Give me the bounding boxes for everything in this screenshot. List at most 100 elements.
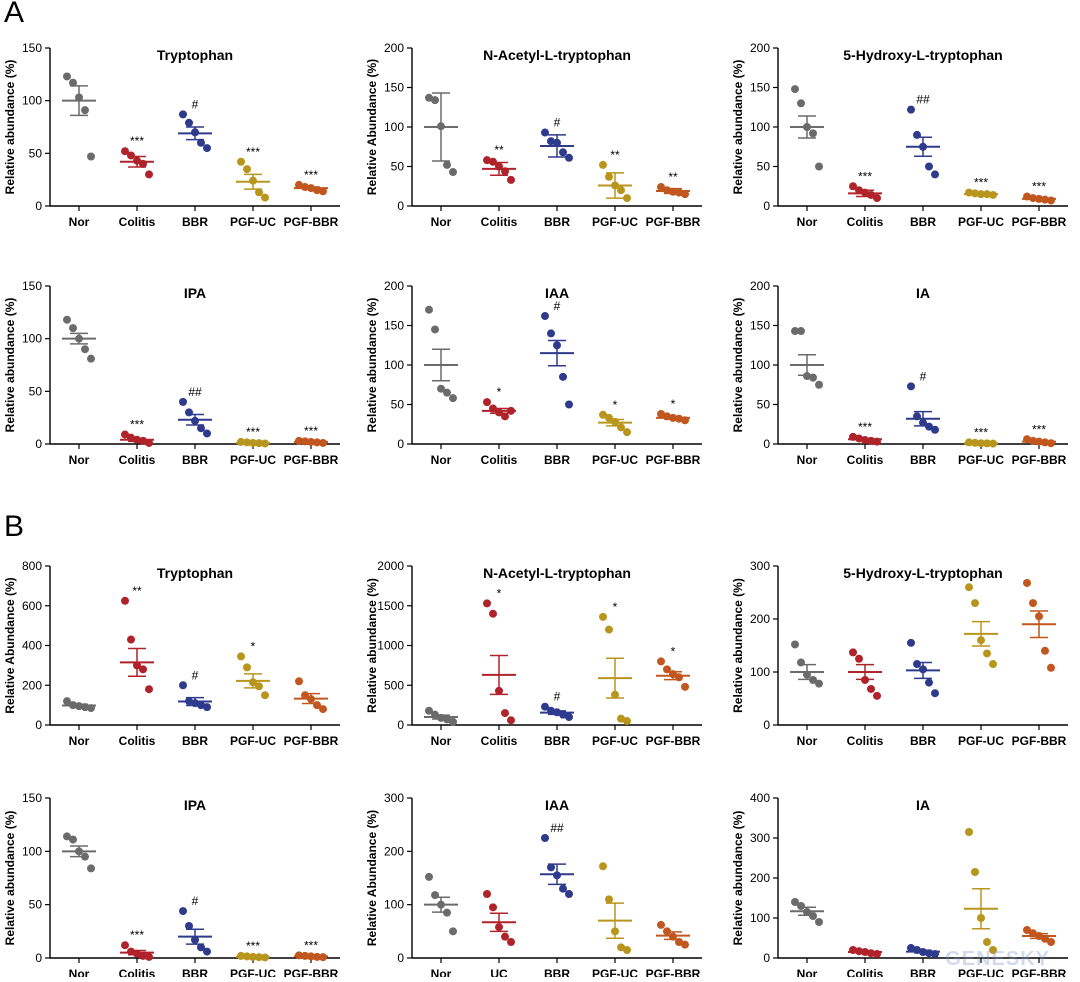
y-axis-label: Relative abundance (%) bbox=[365, 578, 379, 713]
data-point bbox=[623, 194, 631, 203]
y-axis-label: Relative abundance (%) bbox=[3, 60, 17, 195]
y-tick-label: 100 bbox=[384, 120, 404, 134]
data-point bbox=[127, 635, 135, 644]
x-tick-label: PGF-UC bbox=[958, 453, 1004, 467]
significance-label: * bbox=[251, 639, 256, 653]
y-tick-label: 200 bbox=[384, 41, 404, 55]
data-point bbox=[657, 409, 665, 418]
data-point bbox=[139, 665, 147, 674]
y-tick-label: 200 bbox=[22, 678, 42, 692]
data-point bbox=[925, 162, 933, 171]
data-point bbox=[319, 187, 327, 196]
x-tick-label: Colitis bbox=[847, 734, 884, 748]
data-point bbox=[489, 157, 497, 166]
data-point bbox=[243, 165, 251, 174]
y-tick-label: 1000 bbox=[377, 639, 404, 653]
data-point bbox=[507, 938, 515, 946]
data-point bbox=[501, 412, 509, 421]
chart-title: IAA bbox=[545, 285, 569, 301]
data-point bbox=[965, 583, 973, 592]
y-axis-label: Relative abundance (%) bbox=[731, 298, 745, 433]
data-point bbox=[907, 638, 915, 647]
significance-label: * bbox=[671, 397, 676, 411]
y-tick-label: 400 bbox=[22, 639, 42, 653]
x-tick-label: Nor bbox=[69, 734, 90, 748]
y-tick-label: 300 bbox=[384, 791, 404, 805]
y-axis-label: Relative Abundance (%) bbox=[3, 577, 17, 713]
data-point bbox=[815, 380, 823, 389]
data-point bbox=[907, 105, 915, 114]
y-tick-label: 200 bbox=[750, 41, 770, 55]
y-tick-label: 100 bbox=[384, 358, 404, 372]
x-tick-label: Colitis bbox=[119, 734, 156, 748]
data-point bbox=[559, 372, 567, 381]
data-point bbox=[547, 137, 555, 146]
y-tick-label: 150 bbox=[22, 791, 42, 805]
x-tick-label: PGF-UC bbox=[958, 734, 1004, 748]
x-tick-label: Nor bbox=[797, 215, 818, 229]
data-point bbox=[483, 890, 491, 898]
chart-title: 5-Hydroxy-L-tryptophan bbox=[843, 565, 1002, 581]
data-point bbox=[63, 72, 71, 81]
data-point bbox=[1047, 938, 1055, 946]
x-tick-label: PGF-BBR bbox=[646, 453, 701, 467]
data-point bbox=[907, 382, 915, 391]
significance-label: # bbox=[192, 97, 199, 111]
data-point bbox=[623, 717, 631, 726]
significance-label: ** bbox=[668, 170, 678, 184]
data-point bbox=[179, 110, 187, 119]
y-tick-label: 2000 bbox=[377, 559, 404, 573]
data-point bbox=[1029, 599, 1037, 608]
data-point bbox=[507, 716, 515, 725]
chart-title: Tryptophan bbox=[157, 565, 233, 581]
y-tick-label: 0 bbox=[763, 951, 770, 965]
data-point bbox=[809, 129, 817, 138]
data-point bbox=[617, 714, 625, 723]
data-point bbox=[145, 952, 153, 961]
data-point bbox=[443, 388, 451, 397]
y-tick-label: 300 bbox=[750, 559, 770, 573]
data-point bbox=[501, 932, 509, 941]
data-point bbox=[849, 182, 857, 191]
y-tick-label: 100 bbox=[22, 94, 42, 108]
data-point bbox=[179, 397, 187, 406]
data-point bbox=[867, 684, 875, 693]
data-point bbox=[873, 691, 881, 700]
data-point bbox=[803, 372, 811, 381]
y-axis-label: Relative Abundance (%) bbox=[365, 59, 379, 195]
significance-label: *** bbox=[974, 176, 988, 190]
y-tick-label: 100 bbox=[750, 911, 770, 925]
data-point bbox=[121, 430, 129, 439]
x-tick-label: Nor bbox=[69, 967, 90, 977]
data-point bbox=[203, 429, 211, 438]
data-point bbox=[541, 312, 549, 321]
x-tick-label: PGF-UC bbox=[230, 967, 276, 977]
chart-title: IPA bbox=[184, 285, 206, 301]
data-point bbox=[483, 599, 491, 608]
significance-label: ## bbox=[550, 821, 564, 835]
data-point bbox=[925, 678, 933, 687]
data-point bbox=[797, 99, 805, 108]
y-tick-label: 200 bbox=[750, 612, 770, 626]
data-point bbox=[849, 648, 857, 657]
chart-title: Tryptophan bbox=[157, 47, 233, 63]
data-point bbox=[791, 327, 799, 336]
x-tick-label: BBR bbox=[910, 734, 936, 748]
data-point bbox=[121, 596, 129, 605]
x-tick-label: PGF-BBR bbox=[1012, 453, 1067, 467]
data-point bbox=[203, 144, 211, 153]
x-tick-label: PGF-BBR bbox=[646, 215, 701, 229]
data-point bbox=[87, 864, 95, 873]
data-point bbox=[295, 677, 303, 686]
data-point bbox=[425, 305, 433, 314]
data-point bbox=[449, 168, 457, 177]
data-point bbox=[855, 654, 863, 663]
x-tick-label: BBR bbox=[182, 967, 208, 977]
x-tick-label: PGF-BBR bbox=[1012, 734, 1067, 748]
data-point bbox=[63, 315, 71, 324]
data-point bbox=[913, 660, 921, 669]
significance-label: *** bbox=[130, 134, 144, 148]
x-tick-label: PGF-UC bbox=[230, 453, 276, 467]
x-tick-label: PGF-BBR bbox=[1012, 215, 1067, 229]
